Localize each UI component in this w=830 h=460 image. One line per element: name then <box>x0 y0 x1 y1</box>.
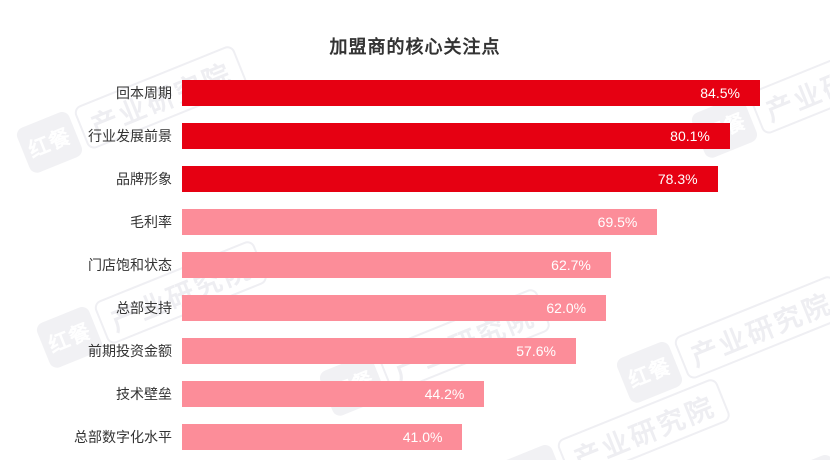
bar-row: 毛利率 69.5% <box>0 200 830 243</box>
category-label: 技术壁垒 <box>116 385 172 402</box>
bar-row: 总部支持 62.0% <box>0 286 830 329</box>
bar-row: 门店饱和状态 62.7% <box>0 243 830 286</box>
category-label: 品牌形象 <box>116 170 172 187</box>
value-label: 62.0% <box>546 299 587 316</box>
bar: 69.5% <box>182 208 658 235</box>
value-label: 78.3% <box>657 170 698 187</box>
value-label: 44.2% <box>424 385 465 402</box>
category-label: 门店饱和状态 <box>88 256 172 273</box>
value-label: 57.6% <box>516 342 556 359</box>
bar-chart: 回本周期 84.5% 行业发展前景 80.1% 品牌形象 78.3% 毛利率 6… <box>0 71 830 458</box>
bar: 62.7% <box>182 251 611 278</box>
category-label: 毛利率 <box>130 213 172 230</box>
value-label: 80.1% <box>670 127 710 144</box>
value-label: 69.5% <box>597 213 638 230</box>
bar-row: 回本周期 84.5% <box>0 71 830 114</box>
bar-row: 前期投资金额 57.6% <box>0 329 830 372</box>
bar: 62.0% <box>182 294 607 321</box>
bar: 80.1% <box>182 122 730 149</box>
category-label: 总部数字化水平 <box>74 428 172 445</box>
chart-title: 加盟商的核心关注点 <box>329 37 501 57</box>
bar: 84.5% <box>182 79 760 106</box>
bar: 78.3% <box>182 165 718 192</box>
bar: 41.0% <box>182 423 463 450</box>
category-label: 行业发展前景 <box>88 127 172 144</box>
bar: 57.6% <box>182 337 576 364</box>
category-label: 前期投资金额 <box>88 342 172 359</box>
bar: 44.2% <box>182 380 485 407</box>
bar-row: 行业发展前景 80.1% <box>0 114 830 157</box>
bar-row: 技术壁垒 44.2% <box>0 372 830 415</box>
bar-row: 品牌形象 78.3% <box>0 157 830 200</box>
value-label: 41.0% <box>402 428 443 445</box>
category-label: 回本周期 <box>116 84 172 101</box>
category-label: 总部支持 <box>116 299 172 316</box>
bar-row: 总部数字化水平 41.0% <box>0 415 830 458</box>
value-label: 62.7% <box>551 256 591 273</box>
value-label: 84.5% <box>700 84 740 101</box>
